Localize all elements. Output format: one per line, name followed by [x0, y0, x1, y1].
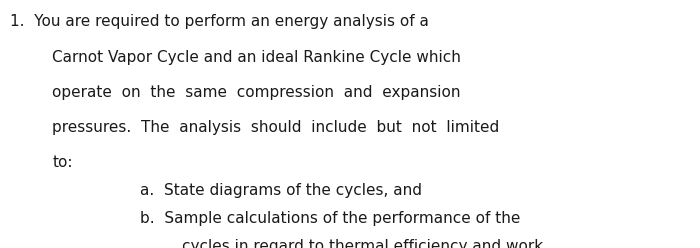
Text: pressures.  The  analysis  should  include  but  not  limited: pressures. The analysis should include b…: [52, 120, 500, 135]
Text: 1.  You are required to perform an energy analysis of a: 1. You are required to perform an energy…: [10, 14, 429, 29]
Text: Carnot Vapor Cycle and an ideal Rankine Cycle which: Carnot Vapor Cycle and an ideal Rankine …: [52, 50, 461, 64]
Text: a.  State diagrams of the cycles, and: a. State diagrams of the cycles, and: [140, 183, 422, 198]
Text: to:: to:: [52, 155, 73, 170]
Text: b.  Sample calculations of the performance of the: b. Sample calculations of the performanc…: [140, 211, 520, 226]
Text: operate  on  the  same  compression  and  expansion: operate on the same compression and expa…: [52, 85, 461, 100]
Text: cycles in regard to thermal efficiency and work: cycles in regard to thermal efficiency a…: [182, 239, 543, 248]
